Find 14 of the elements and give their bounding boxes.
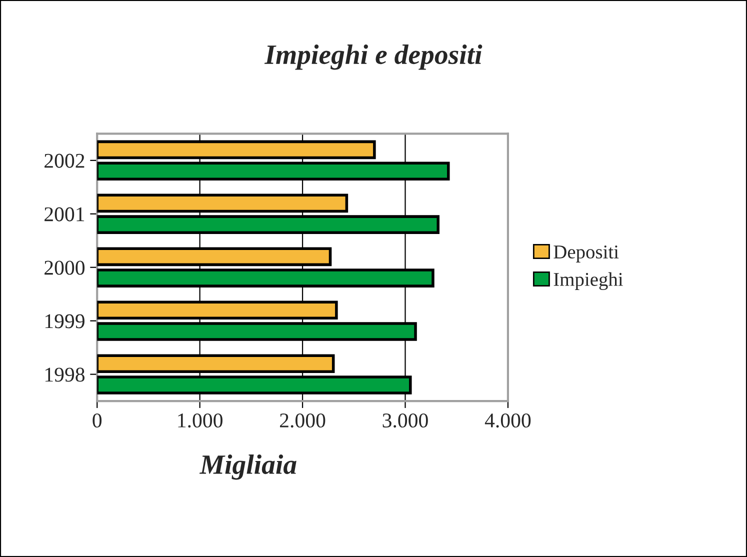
x-tick-label: 0	[92, 413, 102, 428]
legend-label: Depositi	[554, 245, 619, 262]
legend-label: Impieghi	[554, 272, 623, 290]
x-axis-title: Migliaia	[199, 454, 296, 480]
y-tick-label: 2000	[44, 260, 85, 275]
y-tick-label: 1998	[45, 368, 85, 382]
x-tick-label: 3.000	[382, 413, 428, 428]
x-tick-label: 1.000	[178, 413, 222, 428]
chart-title: Impieghi e depositi	[264, 44, 482, 70]
y-tick-label: 1999	[45, 314, 84, 328]
y-tick-label: 2002	[44, 154, 84, 168]
x-tick-label: 2.000	[280, 413, 326, 428]
y-tick-label: 2001	[44, 207, 84, 222]
x-tick-label: 4.000	[484, 413, 531, 428]
